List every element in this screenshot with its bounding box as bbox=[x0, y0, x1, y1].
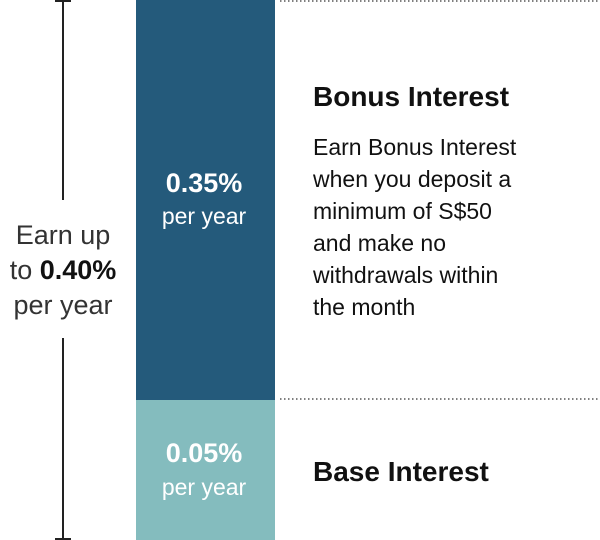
base-title: Base Interest bbox=[313, 456, 489, 487]
side-label: to 0.40% bbox=[10, 255, 117, 285]
description-line: and make no bbox=[313, 230, 446, 256]
description-line: the month bbox=[313, 294, 415, 320]
bonus-unit: per year bbox=[162, 203, 247, 229]
side-label: Earn up bbox=[16, 220, 111, 250]
bonus-rate: 0.35% bbox=[166, 168, 243, 198]
description-line: Earn Bonus Interest bbox=[313, 134, 517, 160]
base-unit: per year bbox=[162, 474, 247, 500]
side-label-prefix: to bbox=[10, 255, 33, 285]
base-segment bbox=[136, 400, 275, 540]
description-line: when you deposit a bbox=[312, 166, 511, 192]
description-line: minimum of S$50 bbox=[313, 198, 492, 224]
side-label-highlight: 0.40% bbox=[40, 255, 117, 285]
side-label: per year bbox=[13, 290, 112, 320]
bonus-description: Earn Bonus Interest when you deposit a min… bbox=[312, 134, 517, 320]
description-line: withdrawals within bbox=[312, 262, 498, 288]
bonus-segment bbox=[136, 0, 275, 400]
base-rate: 0.05% bbox=[166, 438, 243, 468]
bonus-title: Bonus Interest bbox=[313, 81, 509, 112]
